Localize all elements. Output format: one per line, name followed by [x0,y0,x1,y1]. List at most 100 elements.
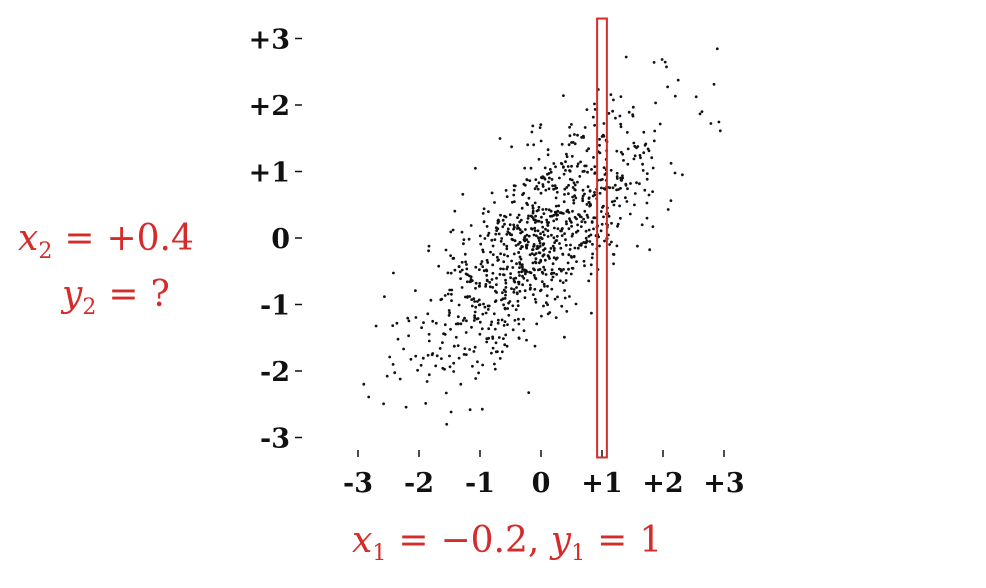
data-point [487,327,491,331]
data-point [478,320,482,324]
data-point [465,267,469,271]
data-point [641,169,645,172]
data-point [537,268,540,272]
data-point [510,259,513,263]
data-point [481,265,485,268]
data-point [593,165,597,169]
data-point [448,354,451,358]
data-point [443,294,447,297]
data-point [501,297,505,301]
data-point [632,157,636,161]
data-point [490,278,494,281]
data-point [592,216,596,220]
data-point [581,188,585,192]
data-point [445,422,449,426]
data-point [503,222,506,226]
data-point [554,196,558,200]
data-point [461,319,465,322]
data-point [441,341,444,344]
data-point [566,165,570,168]
data-point [540,220,544,224]
data-point [396,337,400,341]
data-point [631,113,635,117]
data-point [539,123,543,126]
data-point [576,223,579,227]
data-point [505,233,509,236]
data-point [544,188,548,192]
data-point [534,261,538,265]
data-point [460,260,464,264]
data-point [496,350,499,353]
data-point [549,209,553,213]
data-point [621,176,625,180]
data-point [622,159,625,162]
data-point [505,195,509,199]
data-point [652,139,656,143]
data-point [524,272,527,276]
data-point [491,244,495,248]
data-point [516,304,520,308]
data-point [522,317,525,321]
data-point [666,208,670,211]
data-point [500,237,504,240]
data-point [638,182,641,186]
data-point [500,318,504,322]
data-point [615,244,619,248]
data-point [473,345,477,349]
data-point [569,243,572,247]
data-point [613,199,616,203]
data-point [521,265,524,269]
data-point [468,295,472,298]
data-point [503,343,507,347]
y-tick-label: -2 [260,357,290,388]
data-point [494,341,498,345]
data-point [518,266,521,269]
data-point [560,142,564,146]
data-point [523,183,527,187]
data-point [574,196,578,200]
data-point [515,286,518,289]
data-point [414,316,418,319]
data-point [541,254,545,257]
x-tick-label: +2 [642,468,683,499]
data-point [452,361,456,365]
data-point [586,216,590,219]
data-point [600,222,604,226]
data-point [633,154,637,158]
data-point [481,363,484,367]
data-point [474,377,478,380]
data-point [546,148,550,152]
data-point [591,242,594,246]
data-point [578,213,581,217]
data-point [402,347,405,351]
data-point [555,190,559,194]
data-point [551,275,555,279]
data-point [584,236,588,240]
data-point [517,213,521,217]
data-point [534,300,538,304]
data-point [532,143,536,147]
data-point [582,259,586,263]
data-point [491,337,495,340]
data-point [490,351,493,355]
data-point [590,221,594,224]
data-point [480,260,484,263]
data-point [453,209,457,213]
data-point [530,130,534,134]
data-point [547,187,551,191]
data-point [487,210,490,214]
data-point [464,353,468,356]
data-point [395,321,399,325]
data-point [416,368,419,372]
data-point [568,217,571,221]
data-point [544,227,547,231]
data-point [555,213,559,217]
data-point [626,147,630,151]
data-point [489,250,492,254]
data-point [563,193,566,196]
data-point [450,292,453,296]
data-point [472,297,476,301]
data-point [502,273,505,276]
data-point [624,183,628,187]
data-point [562,172,566,176]
